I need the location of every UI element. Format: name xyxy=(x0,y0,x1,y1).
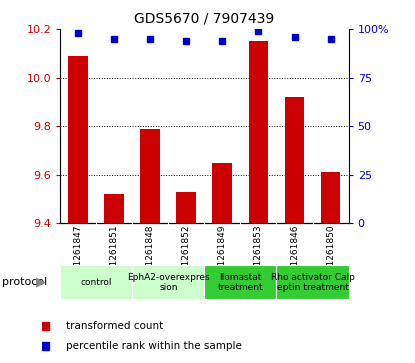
Text: control: control xyxy=(81,278,112,287)
Bar xyxy=(60,265,132,299)
Bar xyxy=(132,265,204,299)
Text: protocol: protocol xyxy=(2,277,47,287)
Text: percentile rank within the sample: percentile rank within the sample xyxy=(66,340,242,351)
Bar xyxy=(285,97,305,223)
Bar xyxy=(176,192,196,223)
Title: GDS5670 / 7907439: GDS5670 / 7907439 xyxy=(134,11,274,25)
Bar xyxy=(140,129,160,223)
Bar xyxy=(249,41,269,223)
Text: Ilomastat
treatment: Ilomastat treatment xyxy=(217,273,263,292)
Text: transformed count: transformed count xyxy=(66,321,164,331)
Bar xyxy=(204,265,276,299)
Bar xyxy=(212,163,232,223)
Bar xyxy=(68,56,88,223)
Text: EphA2-overexpres
sion: EphA2-overexpres sion xyxy=(127,273,210,292)
Text: Rho activator Calp
eptin treatment: Rho activator Calp eptin treatment xyxy=(271,273,354,292)
Bar xyxy=(104,194,124,223)
Bar xyxy=(321,172,340,223)
Text: ▶: ▶ xyxy=(36,276,46,289)
Bar xyxy=(276,265,349,299)
